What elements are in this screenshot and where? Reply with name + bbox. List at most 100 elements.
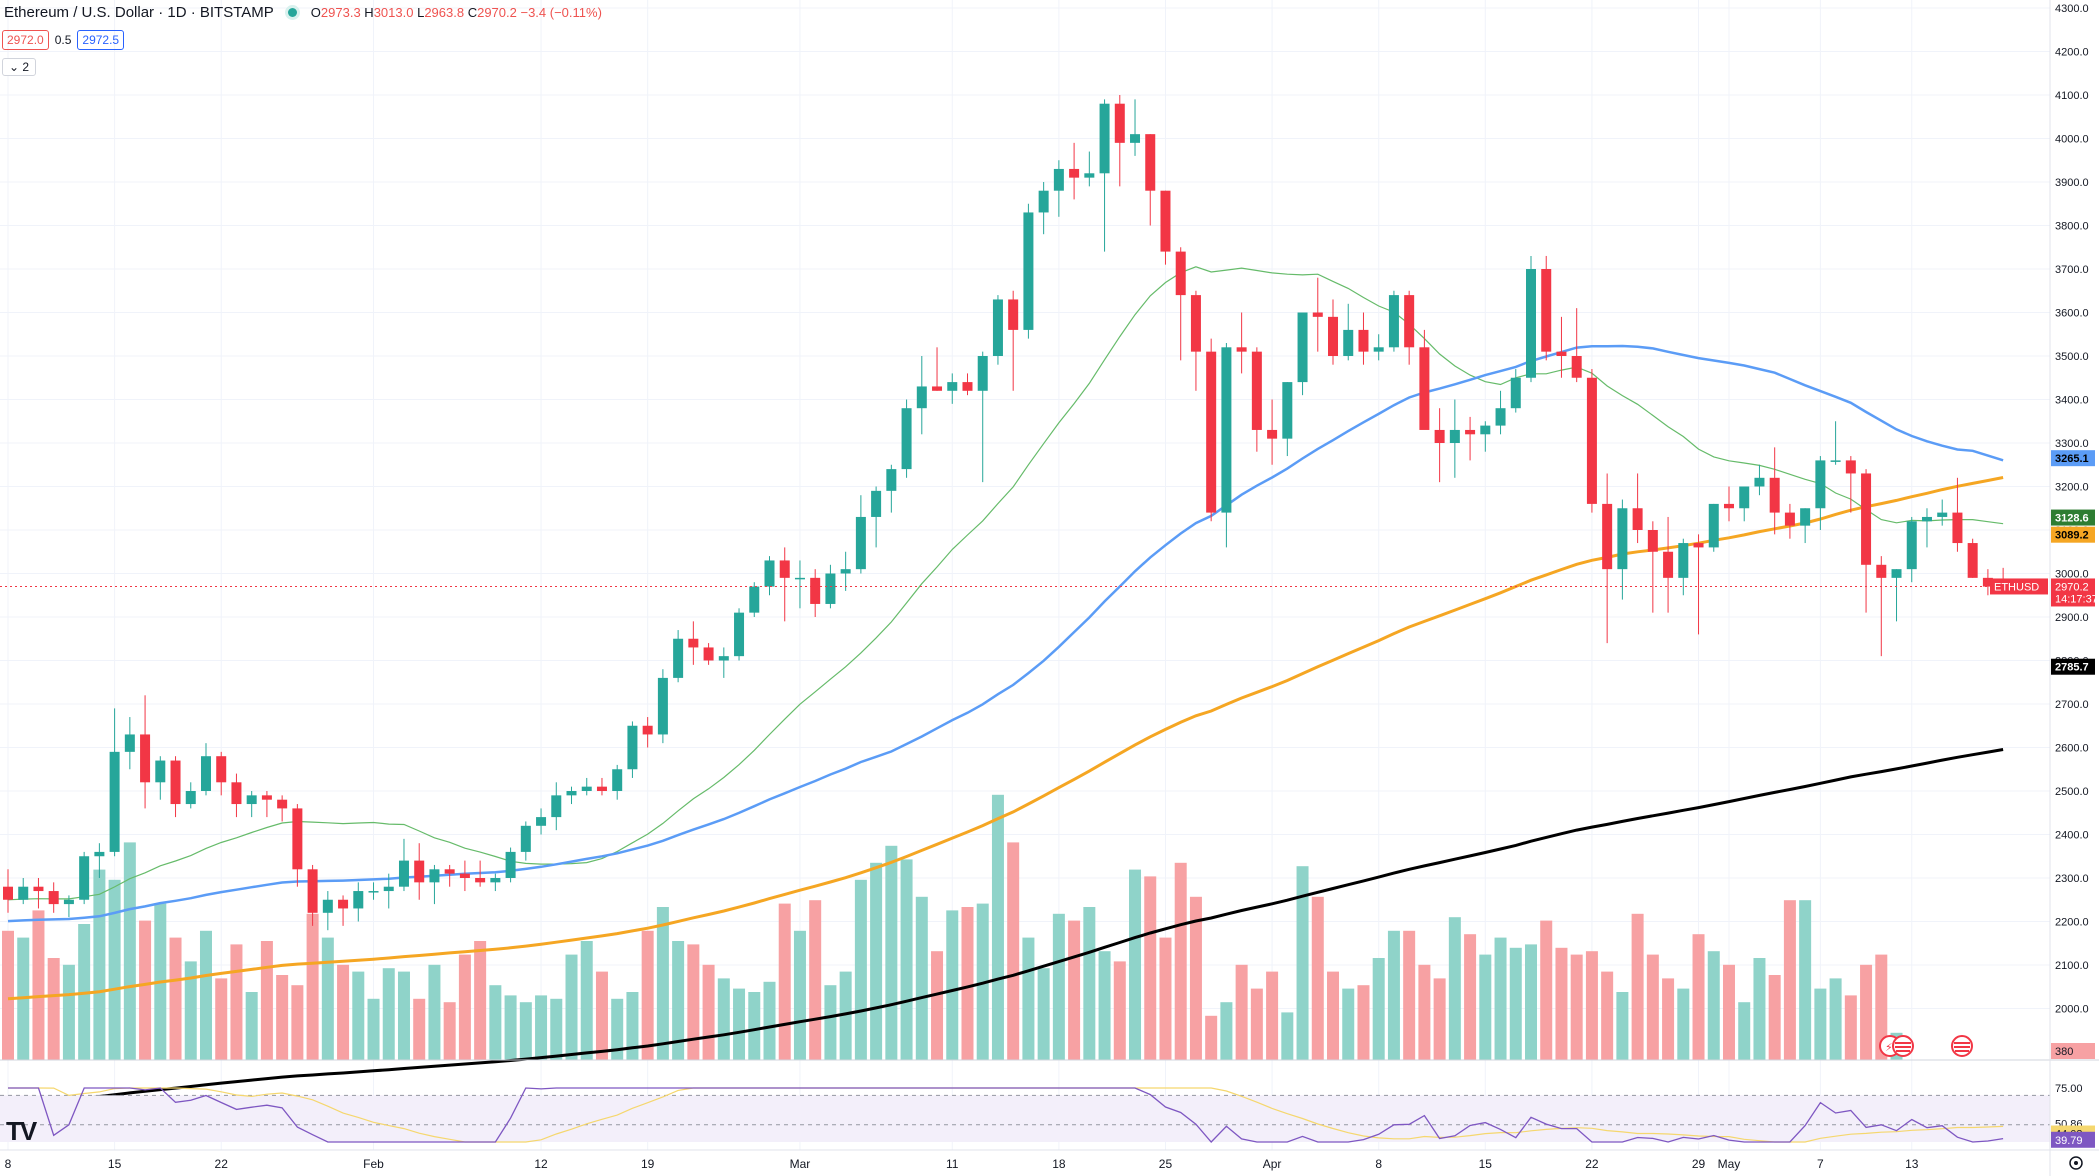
volume-bar [382,968,395,1060]
volume-bar [428,964,441,1060]
candle-body [1937,512,1948,517]
event-icons[interactable]: ⚡ [1879,1035,1973,1057]
time-tick-label: 25 [1159,1157,1173,1171]
price-axis[interactable]: 2000.0 2100.0 2200.0 2300.0 2400.0 2500.0 2600… [2049,0,2089,1176]
sma100-badge-bg [2051,526,2095,543]
candle-body [1708,503,1719,548]
candle-body [947,382,958,391]
price-tick-label: 2600.0 [2055,743,2089,755]
candle-body [1434,429,1445,443]
symbol-badge-bg [1990,578,2048,595]
volume-bar [1083,907,1096,1060]
volume-bar [123,842,136,1060]
volume-bar [397,971,410,1060]
volume-bar [1037,968,1050,1060]
volume-bar [535,995,548,1060]
volume-bar [1174,862,1187,1060]
candle-body [1343,329,1354,356]
price-tick-label: 2400.0 [2055,830,2089,842]
volume-bar [139,920,152,1060]
volume-bar [1844,995,1857,1060]
candle-body [551,795,562,818]
candle-body [673,638,684,678]
settings-gear-icon[interactable] [2069,1156,2083,1170]
volume-bar [321,937,334,1060]
time-tick-label: 19 [641,1157,655,1171]
sma20-line [7,266,2004,901]
candle-body [1388,295,1399,348]
indicators-toggle-button[interactable]: ⌄ 2 [2,58,37,76]
candle-body [231,782,242,805]
candle-body [1723,503,1734,509]
volume-bar [504,995,517,1060]
volume-bar [1646,954,1659,1060]
ask-price[interactable]: 2972.5 [77,30,125,50]
candle-body [855,516,866,570]
candle-body [1099,103,1110,174]
volume-bar [595,971,608,1060]
volume-bar [260,941,273,1060]
symbol-title[interactable]: Ethereum / U.S. Dollar · 1D · BITSTAMP [4,4,274,21]
volume-bar [565,954,578,1060]
sma50-badge: 3265.1 [2055,453,2089,465]
volume-bar [1372,958,1385,1060]
volume-bar [230,944,243,1060]
candle-body [353,891,364,909]
candle-body [1069,168,1080,178]
candle-body [657,677,668,735]
time-axis[interactable]: 8 15 22 Feb 12 19 Mar 11 18 25 Apr 8 15 22 29 May 7 13 [0,1149,2099,1171]
volume-bar [474,941,487,1060]
volume-bar [1783,900,1796,1060]
volume-bar [1753,958,1766,1060]
candle-body [322,899,333,913]
candle-body [1130,134,1141,143]
volume-bar [1525,944,1537,1060]
candle-body [794,577,805,580]
volume-bar [489,985,502,1060]
volume-bar [337,964,350,1060]
time-tick-label: Apr [1263,1157,1282,1171]
volume-bar [443,1002,456,1060]
volume-bar [900,859,913,1060]
volume-bar [1189,896,1202,1060]
price-tick-label: 3900.0 [2055,177,2089,189]
price-tick-label: 3300.0 [2055,438,2089,450]
candle-body [1297,312,1308,383]
candle-body [642,725,653,735]
price-tick-label: 4000.0 [2055,134,2089,146]
candle-body [277,799,288,809]
tradingview-logo[interactable]: TV [6,1116,37,1146]
candle-body [307,869,318,913]
candle-body [1495,408,1506,426]
candle-body [1312,312,1323,317]
price-tick-label: 3500.0 [2055,351,2089,363]
bid-price[interactable]: 2972.0 [2,30,49,50]
candle-body [94,851,105,857]
price-tick-label: 4200.0 [2055,47,2089,59]
candle-body [932,386,943,391]
candle-body [1541,269,1552,352]
volume-bar [1296,866,1309,1060]
volume-bar [1357,985,1370,1060]
volume-bar [1144,876,1157,1060]
candle-body [140,734,151,783]
volume-bar [1464,934,1477,1060]
volume-bar [367,998,380,1060]
candle-body [444,869,455,874]
volume-bar [458,954,471,1060]
candle-body [1678,543,1689,578]
volume-bar [1433,978,1446,1060]
candle-body [1236,347,1247,352]
candlesticks[interactable] [3,95,2009,931]
candle-body [1008,299,1019,330]
candle-body [1145,134,1156,191]
candle-body [155,760,166,783]
volume-bar [748,992,761,1060]
candle-body [124,734,135,752]
candle-body [261,795,272,800]
rsi-line [8,1087,2004,1143]
price-tick-label: 2900.0 [2055,612,2089,624]
time-tick-label: 18 [1052,1157,1066,1171]
volume-bar [1129,869,1142,1060]
